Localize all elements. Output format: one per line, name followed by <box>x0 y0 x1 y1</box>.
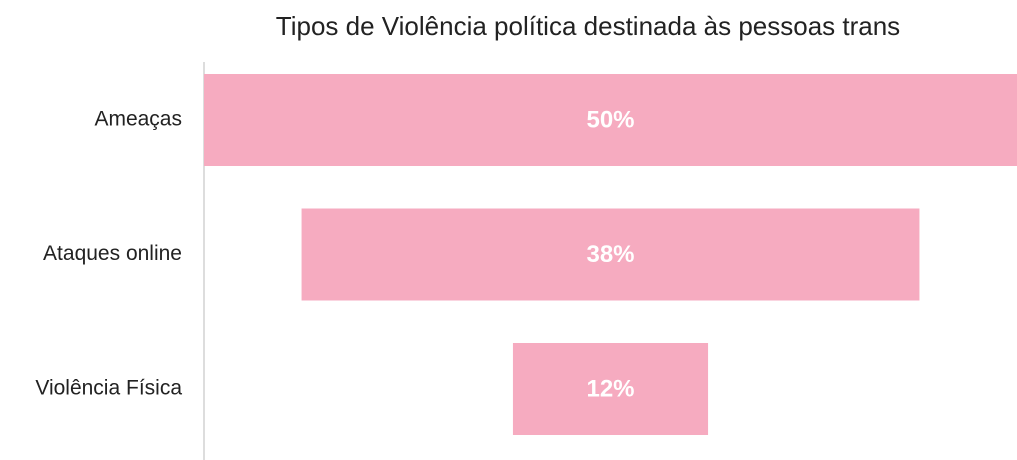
bar <box>301 208 920 301</box>
chart-title: Tipos de Violência política destinada às… <box>276 11 900 41</box>
data-label: 38% <box>586 241 634 268</box>
bar <box>512 343 709 435</box>
category-label: Ataques online <box>43 242 182 265</box>
data-label: 12% <box>586 375 634 402</box>
category-label: Violência Física <box>35 377 182 400</box>
bar <box>204 74 1017 166</box>
data-label: 50% <box>586 106 634 133</box>
category-label: Ameaças <box>94 108 182 131</box>
